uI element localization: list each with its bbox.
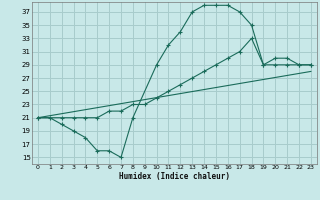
X-axis label: Humidex (Indice chaleur): Humidex (Indice chaleur) [119,172,230,181]
